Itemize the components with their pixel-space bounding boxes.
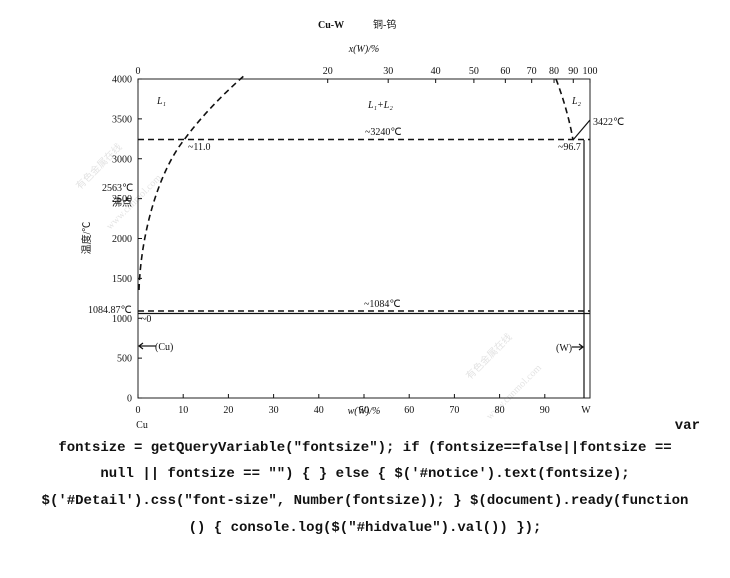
annotation: (Cu) [155, 342, 173, 353]
annotation: 3422℃ [593, 117, 624, 128]
left-axis-label: 温度/℃ [80, 222, 93, 255]
x-tick-label: 30 [269, 405, 279, 416]
annotation: ~3240℃ [365, 127, 402, 138]
top-axis-label: x(W)/% [348, 44, 380, 55]
annotation: ~96.7 [558, 142, 581, 153]
annotation: L₂ [571, 96, 582, 107]
y-tick-label: 3500 [112, 114, 132, 125]
y-tick-label: 0 [127, 394, 132, 405]
y-tick-label: 3000 [112, 154, 132, 165]
top-tick-label: 60 [500, 66, 510, 77]
code-line: () { console.log($("#hidvalue").val()) }… [188, 520, 542, 536]
figure-background [66, 0, 664, 430]
annotation: 2563℃ [102, 183, 133, 194]
top-tick-label: 70 [527, 66, 537, 77]
x-tick-label: 10 [178, 405, 188, 416]
annotation: (W) [556, 343, 572, 354]
x-tick-label: 70 [449, 405, 459, 416]
top-tick-label: 50 [469, 66, 479, 77]
x-end-label: W [581, 405, 591, 416]
y-tick-label: 4000 [112, 75, 132, 86]
x-tick-label: 20 [223, 405, 233, 416]
y-tick-label: 500 [117, 354, 132, 365]
annotation: ~1084℃ [364, 299, 401, 310]
top-tick-label: 80 [549, 66, 559, 77]
phase-diagram: Cu-W 铜-钨 x(W)/% w(W)/% 温度/℃ 有色金属在线www.cn… [66, 0, 664, 431]
code-line: null || fontsize == "") { } else { $('#n… [100, 466, 630, 482]
x-tick-label: 40 [314, 405, 324, 416]
w-liquidus [572, 119, 591, 141]
top-tick-label: 30 [383, 66, 393, 77]
x-tick-label: 80 [495, 405, 505, 416]
code-line: fontsize = getQueryVariable("fontsize");… [58, 440, 672, 456]
top-tick-label: 90 [568, 66, 578, 77]
cu-arrow-head [138, 342, 144, 350]
solid-lines [138, 119, 591, 398]
annotation: L₁+L₂ [367, 100, 393, 111]
title-cn: 铜-钨 [373, 18, 396, 31]
x-tick-label: 90 [540, 405, 550, 416]
y-tick-label: 2500 [112, 194, 132, 205]
bottom-axis-label: w(W)/% [348, 406, 381, 417]
annotation: 1084.87℃ [88, 305, 132, 316]
code-line: $('#Detail').css("font-size", Number(fon… [41, 493, 689, 509]
annotation: ~0 [141, 314, 151, 325]
y-tick-label: 1500 [112, 274, 132, 285]
y-tick-label: 1000 [112, 314, 132, 325]
x-tick-label: 60 [404, 405, 414, 416]
x-tick-label: 50 [359, 405, 369, 416]
phase-lines [138, 73, 590, 312]
code-line: var [674, 418, 700, 434]
liquidus-left [138, 73, 247, 291]
top-tick-label: 0 [136, 66, 141, 77]
x-tick-label: 0 [136, 405, 141, 416]
annotation: 沸点 [112, 196, 132, 209]
title: Cu-W [318, 20, 344, 31]
top-tick-label: 40 [431, 66, 441, 77]
w-arrow-head [578, 343, 584, 351]
y-tick-label: 2000 [112, 234, 132, 245]
liquidus-right [555, 78, 574, 141]
top-tick-label: 20 [323, 66, 333, 77]
annotation: L₁ [156, 96, 166, 107]
top-tick-label: 100 [583, 66, 598, 77]
annotation: ~11.0 [188, 142, 211, 153]
x-start-element: Cu [136, 420, 148, 430]
